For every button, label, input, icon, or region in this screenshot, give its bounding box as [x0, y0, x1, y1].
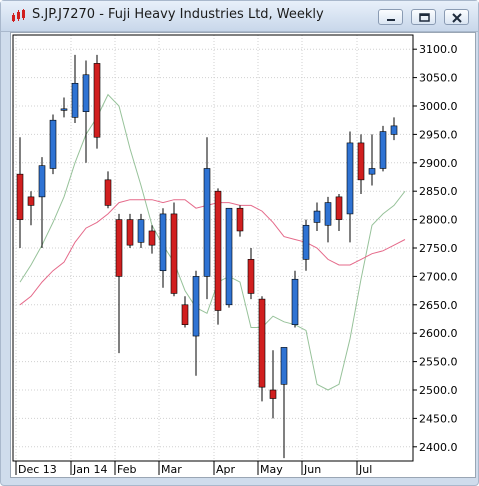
x-axis-tick-label: Feb [117, 463, 136, 476]
candle-body[interactable] [258, 298, 266, 388]
moving-average-short-line [19, 93, 406, 391]
y-axis-tick-label: 2950.0 [419, 128, 458, 141]
moving-averages [19, 93, 406, 391]
candle-body[interactable] [302, 224, 310, 260]
y-axis-tick-label: 2800.0 [419, 214, 458, 227]
candle-body[interactable] [115, 219, 123, 277]
y-axis-tick-label: 2500.0 [419, 384, 458, 397]
candle-body[interactable] [38, 165, 46, 198]
x-axis-tick-label: Apr [216, 463, 236, 476]
x-axis-tick-label: Dec 13 [18, 463, 57, 476]
candle-body[interactable] [49, 119, 57, 169]
candle-body[interactable] [192, 276, 200, 337]
y-axis-tick-label: 2650.0 [419, 299, 458, 312]
minimize-icon [387, 19, 395, 21]
candle-body[interactable] [313, 210, 321, 223]
close-icon [452, 13, 462, 23]
y-axis-tick-label: 2450.0 [419, 412, 458, 425]
candle-body[interactable] [93, 63, 101, 138]
candle-body[interactable] [379, 131, 387, 169]
candle-body[interactable] [137, 219, 145, 243]
candle-body[interactable] [170, 213, 178, 294]
candle-body[interactable] [390, 125, 398, 135]
x-axis-tick-label: Mar [161, 463, 182, 476]
candle-body[interactable] [280, 347, 288, 385]
title-bar[interactable]: S.JP.J7270 - Fuji Heavy Industries Ltd, … [1, 1, 478, 32]
candle-body[interactable] [247, 259, 255, 294]
axes: 3100.0 3050.0 3000.0 2950.0 2900.0 2850.0 2800… [12, 34, 458, 476]
candle-body[interactable] [324, 202, 332, 226]
candle-body[interactable] [346, 142, 354, 215]
candle-body[interactable] [16, 173, 24, 220]
candlestick-chart[interactable]: 3100.0 3050.0 3000.0 2950.0 2900.0 2850.0 2800… [11, 33, 475, 477]
candle-body[interactable] [291, 278, 299, 325]
candle-body[interactable] [269, 389, 277, 399]
y-axis-tick-label: 2600.0 [419, 327, 458, 340]
chart-icon [12, 9, 25, 22]
chart-area: 3100.0 3050.0 3000.0 2950.0 2900.0 2850.0 2800… [10, 32, 476, 478]
y-axis-tick-label: 3000.0 [419, 100, 458, 113]
candle-body[interactable] [82, 74, 90, 112]
grid-lines [13, 35, 413, 461]
y-axis-tick-label: 2850.0 [419, 185, 458, 198]
close-button[interactable] [444, 9, 469, 25]
candle-body[interactable] [104, 179, 112, 206]
candle-body[interactable] [357, 142, 365, 181]
candle-body[interactable] [159, 213, 167, 272]
y-axis-tick-label: 2750.0 [419, 242, 458, 255]
candles [16, 54, 398, 459]
y-axis-tick-label: 2400.0 [419, 441, 458, 454]
y-axis-tick-label: 3050.0 [419, 72, 458, 85]
candle-body[interactable] [181, 304, 189, 325]
y-axis-tick-label: 2700.0 [419, 270, 458, 283]
candle-body[interactable] [126, 219, 134, 246]
window-title: S.JP.J7270 - Fuji Heavy Industries Ltd, … [32, 7, 324, 22]
candle-body[interactable] [225, 207, 233, 306]
x-axis-tick-label: Jun [303, 463, 321, 476]
candle-body[interactable] [71, 82, 79, 118]
candle-body[interactable] [335, 196, 343, 220]
x-axis-tick-label: May [260, 463, 283, 476]
candle-body[interactable] [60, 108, 68, 111]
moving-average-long-line [19, 199, 406, 306]
x-axis-tick-label: Jan 14 [72, 463, 107, 476]
y-axis-tick-label: 3100.0 [419, 43, 458, 56]
x-axis-tick-label: Jul [358, 463, 372, 476]
y-axis-tick-label: 2900.0 [419, 157, 458, 170]
minimize-button[interactable] [378, 9, 403, 25]
candle-body[interactable] [236, 207, 244, 232]
candle-body[interactable] [368, 168, 376, 175]
restore-button[interactable] [411, 9, 436, 25]
candle-body[interactable] [27, 196, 35, 206]
candle-body[interactable] [214, 190, 222, 311]
candle-body[interactable] [148, 230, 156, 246]
restore-icon [419, 13, 430, 22]
y-axis-tick-label: 2550.0 [419, 356, 458, 369]
candle-body[interactable] [203, 168, 211, 277]
